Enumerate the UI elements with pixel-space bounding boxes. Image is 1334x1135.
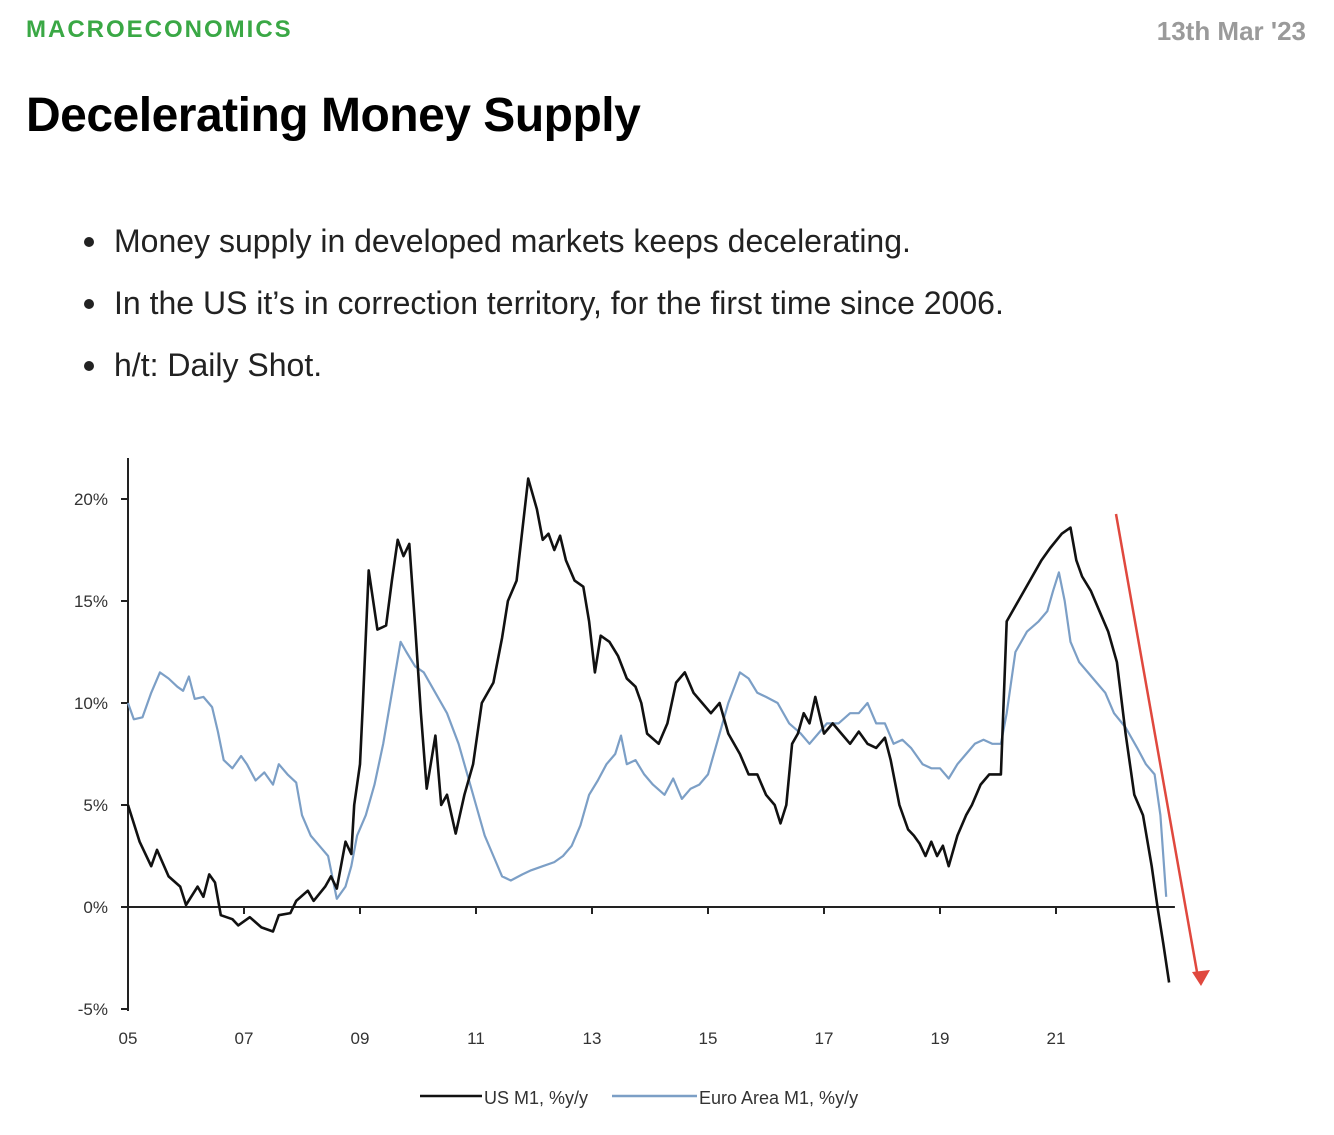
bullet-dot [84,299,94,309]
x-tick-label: 09 [351,1029,370,1048]
y-tick-label: 5% [83,796,108,815]
x-tick-label: 17 [815,1029,834,1048]
bullet-item: Money supply in developed markets keeps … [80,210,1004,272]
post-date: 13th Mar '23 [1156,16,1306,46]
trend-arrow-line [1114,513,1199,973]
trend-arrow-head [1192,970,1210,986]
bullet-item: h/t: Daily Shot. [80,334,1004,396]
category-label[interactable]: MACROECONOMICS [26,16,293,43]
chart-image: 20% 15% 10% 5% 0% -5% 05 07 09 11 13 15 17 19 21 US M1,… [0,440,1334,1130]
x-tick-label: 19 [931,1029,950,1048]
x-tick-label: 05 [119,1029,138,1048]
bullet-text: Money supply in developed markets keeps … [114,223,911,259]
x-tick-label: 15 [699,1029,718,1048]
page-title: Decelerating Money Supply [26,89,641,142]
y-tick-label: 0% [83,898,108,917]
x-tick-label: 07 [235,1029,254,1048]
y-tick-label: 20% [74,490,108,509]
bullet-item: In the US it’s in correction territory, … [80,272,1004,334]
euro-area-m1-series-line [126,571,1168,900]
legend-label: Euro Area M1, %y/y [699,1088,858,1108]
x-tick-label: 13 [583,1029,602,1048]
bullet-dot [84,361,94,371]
bullet-dot [84,237,94,247]
bullet-text: h/t: Daily Shot. [114,347,323,383]
x-tick-label: 11 [467,1029,485,1048]
x-tick-label: 21 [1047,1029,1066,1048]
y-tick-label: 10% [74,694,108,713]
money-supply-chart: 20% 15% 10% 5% 0% -5% 05 07 09 11 13 15 17 19 21 US M1,… [74,458,1210,1108]
bullet-text: In the US it’s in correction territory, … [114,285,1004,321]
us-m1-series-line [126,477,1171,983]
bullet-list: Money supply in developed markets keeps … [80,210,1004,396]
y-tick-label: 15% [74,592,108,611]
legend-label: US M1, %y/y [484,1088,588,1108]
y-tick-label: -5% [78,1000,108,1019]
